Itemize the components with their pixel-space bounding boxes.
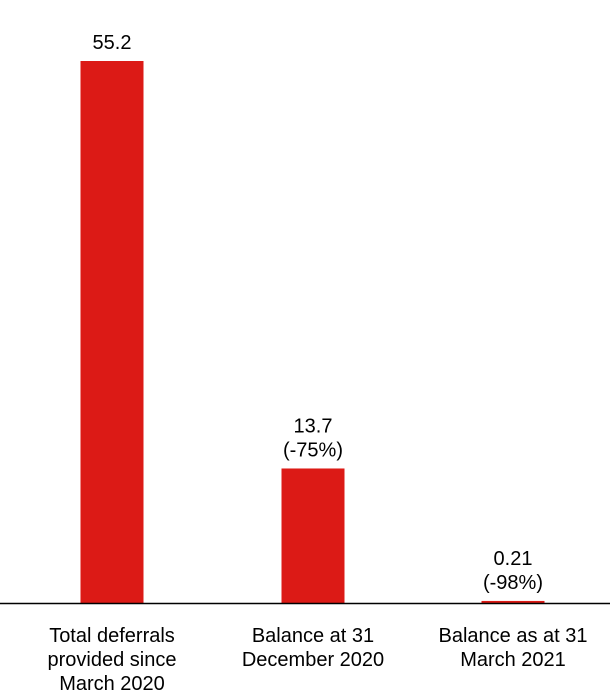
bar-1 [80, 61, 144, 603]
data-label-2-line-1: 13.7 [294, 415, 333, 437]
data-label-1-line-1: 55.2 [93, 32, 132, 54]
data-labels-group: 55.2 13.7(-75%) 0.21(-98%) [93, 32, 543, 594]
data-label-3-line-1: 0.21 [494, 548, 533, 570]
data-label-2-line-2: (-75%) [283, 439, 343, 461]
category-label-3-line-2: March 2021 [460, 649, 566, 671]
category-label-3-line-1: Balance as at 31 [439, 625, 588, 647]
bar-2 [281, 468, 345, 603]
bars-group [80, 61, 545, 603]
data-label-3-line-2: (-98%) [483, 572, 543, 594]
category-label-1-line-1: Total deferrals [49, 625, 175, 647]
category-label-2-line-1: Balance at 31 [252, 625, 374, 647]
bar-3 [481, 600, 545, 603]
category-label-1-line-2: provided since [48, 649, 177, 671]
category-label-1-line-3: March 2020 [59, 673, 165, 693]
category-label-2-line-2: December 2020 [242, 649, 384, 671]
